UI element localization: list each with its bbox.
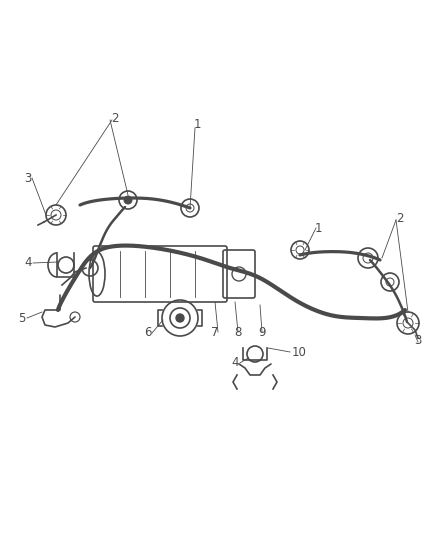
- Text: 3: 3: [414, 334, 422, 346]
- Text: 2: 2: [111, 111, 119, 125]
- Circle shape: [124, 196, 132, 204]
- Text: 7: 7: [211, 326, 219, 338]
- Text: 1: 1: [193, 118, 201, 132]
- Text: 8: 8: [234, 326, 242, 338]
- Text: 5: 5: [18, 311, 26, 325]
- Circle shape: [386, 278, 394, 286]
- Circle shape: [363, 253, 373, 263]
- Text: 4: 4: [231, 357, 239, 369]
- Text: 1: 1: [314, 222, 322, 235]
- Text: 2: 2: [396, 212, 404, 224]
- Text: 9: 9: [258, 326, 266, 338]
- Text: 4: 4: [24, 256, 32, 270]
- Text: 10: 10: [292, 345, 307, 359]
- Text: 3: 3: [25, 172, 32, 184]
- Circle shape: [176, 314, 184, 322]
- Text: 6: 6: [144, 327, 152, 340]
